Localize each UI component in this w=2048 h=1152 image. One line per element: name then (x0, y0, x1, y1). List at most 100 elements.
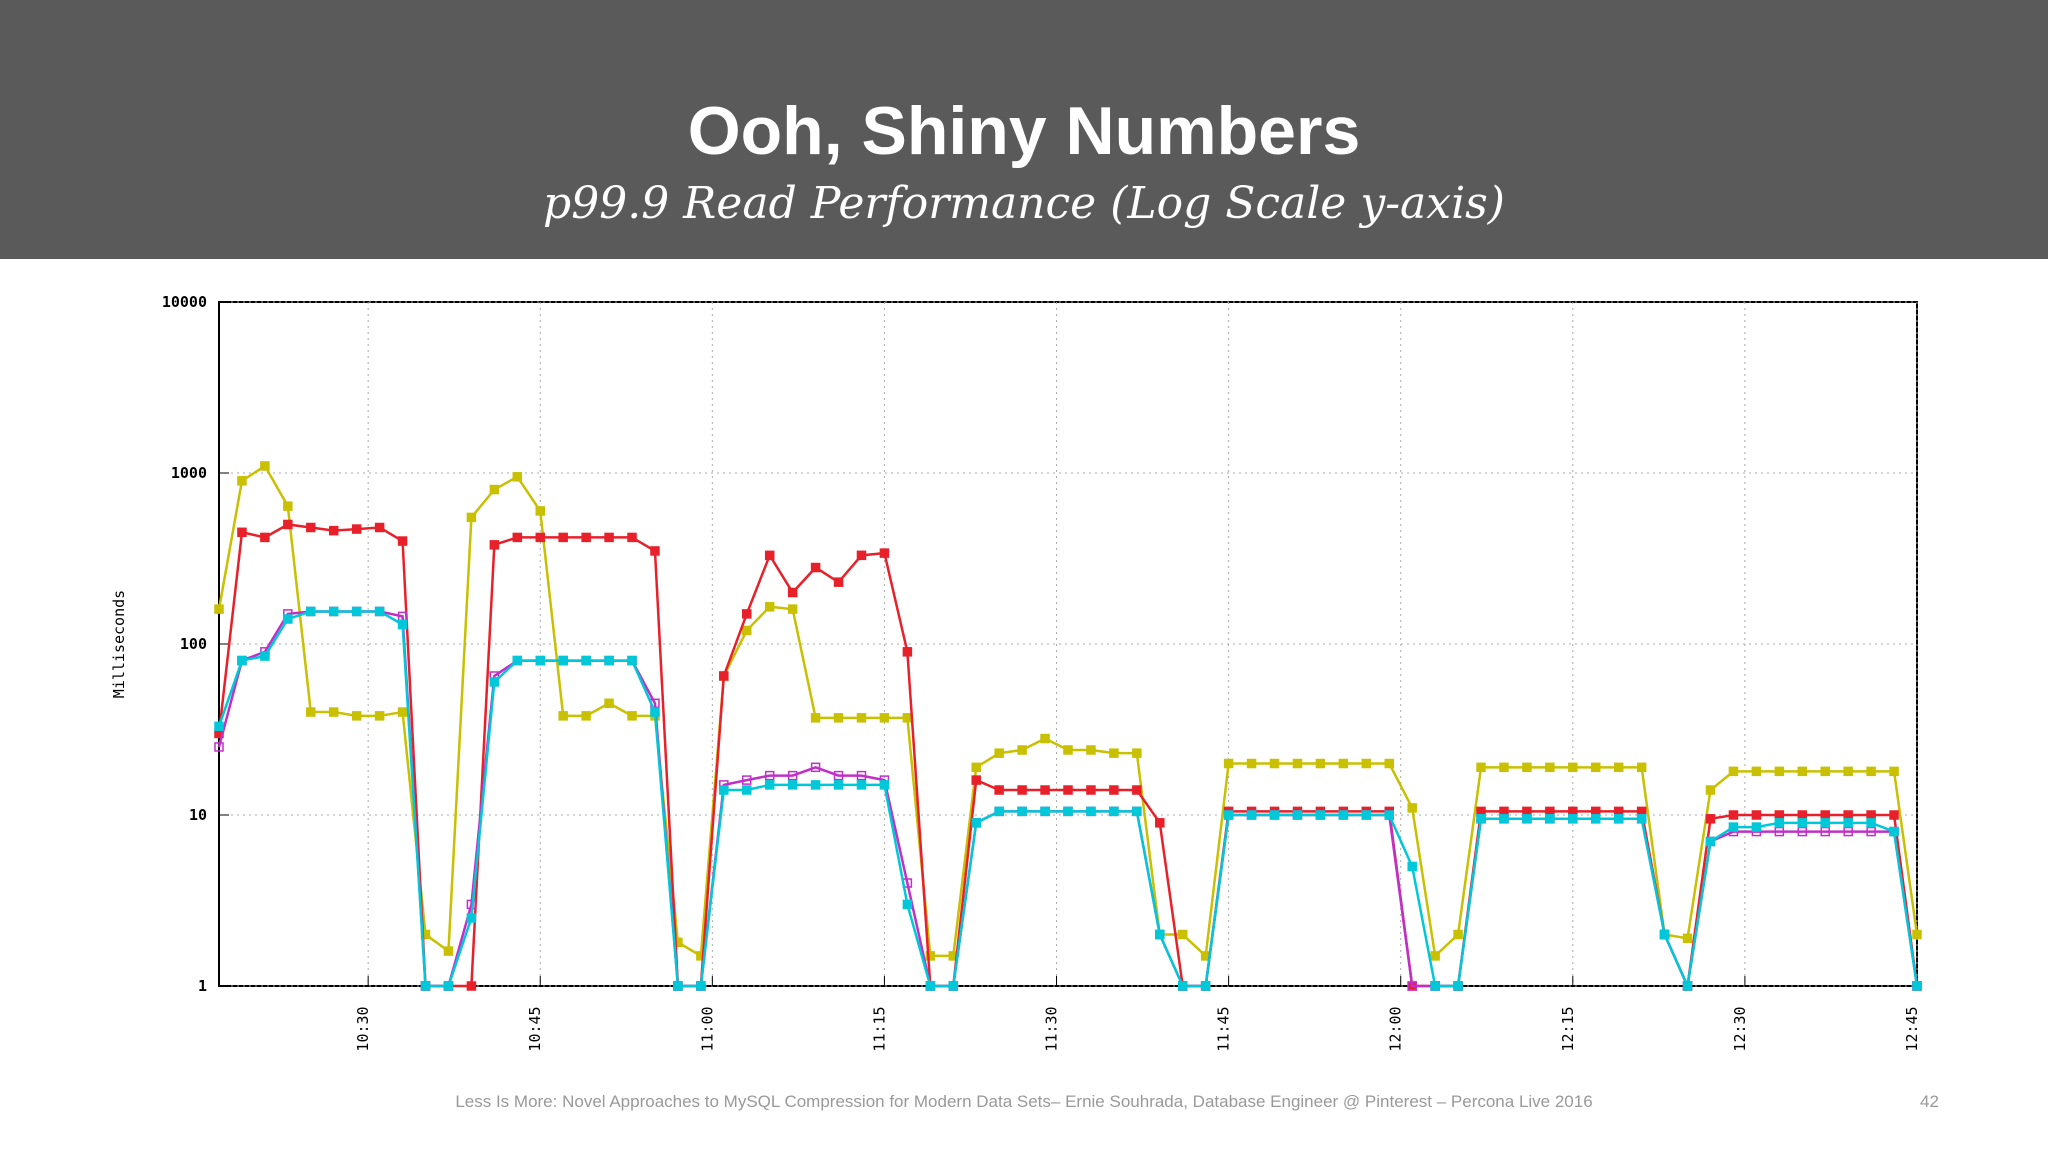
data-point (306, 606, 316, 617)
x-tick-label: 12:30 (1731, 1006, 1749, 1051)
data-point (1407, 981, 1417, 991)
data-point (1177, 981, 1188, 991)
data-point (994, 785, 1004, 795)
data-point (1017, 785, 1027, 795)
data-point (1636, 762, 1647, 773)
y-tick-label: 10 (189, 806, 207, 824)
y-tick-label: 10000 (162, 293, 207, 311)
data-point (1797, 810, 1808, 820)
data-point (1820, 810, 1830, 820)
data-point (764, 602, 775, 612)
data-point (1063, 745, 1073, 755)
data-point (1453, 981, 1463, 991)
data-point (1132, 806, 1142, 817)
data-point (1682, 981, 1693, 991)
data-point (1866, 818, 1876, 828)
data-point (856, 550, 867, 561)
data-point (902, 899, 913, 910)
data-point (535, 506, 545, 516)
data-point (764, 770, 775, 781)
data-point (948, 981, 959, 991)
data-point (1545, 814, 1555, 824)
data-point (1889, 826, 1899, 837)
data-point (1155, 929, 1165, 940)
x-tick-label: 12:15 (1559, 1006, 1577, 1051)
data-point (328, 525, 339, 536)
data-point (1338, 810, 1349, 820)
data-point (833, 780, 844, 790)
data-point (1040, 806, 1050, 817)
x-tick-label: 11:15 (870, 1006, 888, 1051)
data-point (1522, 762, 1532, 773)
data-point (466, 981, 477, 991)
data-point (581, 711, 591, 721)
data-point (1017, 745, 1027, 755)
data-point (397, 536, 408, 546)
data-point (719, 785, 729, 795)
data-point (1476, 814, 1486, 824)
data-point (764, 780, 775, 790)
data-point (742, 785, 752, 795)
data-point (787, 587, 798, 598)
data-point (306, 707, 316, 717)
data-point (1912, 981, 1922, 991)
x-tick-label: 10:45 (526, 1006, 544, 1051)
data-point (1843, 810, 1853, 820)
data-point (1338, 758, 1349, 769)
data-point (879, 713, 890, 723)
x-tick-label: 11:30 (1043, 1006, 1061, 1051)
y-tick-label: 1000 (171, 464, 207, 482)
page-number: 42 (1920, 1092, 1939, 1111)
data-point (1499, 814, 1509, 824)
data-point (1568, 814, 1578, 824)
data-point (1269, 810, 1280, 820)
data-point (1040, 733, 1050, 744)
data-point (1315, 758, 1326, 769)
data-point (1086, 806, 1096, 817)
x-tick-label: 12:45 (1903, 1006, 1921, 1051)
data-point (1591, 814, 1601, 824)
data-point (627, 532, 637, 543)
data-point (1200, 981, 1211, 991)
data-point (1109, 806, 1119, 817)
data-point (971, 818, 981, 828)
data-point (1017, 806, 1027, 817)
data-point (466, 512, 477, 523)
data-point (810, 762, 821, 773)
data-point (1705, 836, 1716, 847)
data-point (1407, 803, 1417, 813)
data-point (1499, 762, 1509, 773)
y-tick-label: 100 (180, 635, 207, 653)
data-point (764, 550, 775, 561)
data-point (742, 609, 752, 619)
data-point (1774, 766, 1785, 777)
data-point (1843, 818, 1853, 828)
data-point (604, 655, 614, 666)
data-point (742, 625, 752, 636)
data-point (1476, 762, 1486, 773)
data-point (328, 707, 339, 717)
data-point (512, 655, 523, 666)
data-point (581, 655, 591, 666)
data-point (558, 711, 568, 721)
data-point (1407, 861, 1417, 872)
data-point (1912, 929, 1922, 940)
data-point (351, 606, 362, 617)
data-point (283, 501, 293, 511)
data-point (902, 713, 913, 723)
data-point (1292, 758, 1303, 769)
data-point (351, 524, 362, 534)
data-point (673, 981, 683, 991)
x-tick-label: 11:00 (698, 1006, 716, 1051)
data-point (1751, 810, 1762, 820)
data-point (1223, 758, 1234, 769)
data-point (1086, 785, 1096, 795)
footer-text: Less Is More: Novel Approaches to MySQL … (455, 1092, 1593, 1111)
data-point (787, 770, 798, 781)
data-point (1797, 818, 1808, 828)
data-point (1086, 745, 1096, 755)
data-point (443, 946, 454, 956)
data-point (1430, 951, 1440, 961)
data-point (1109, 785, 1119, 795)
